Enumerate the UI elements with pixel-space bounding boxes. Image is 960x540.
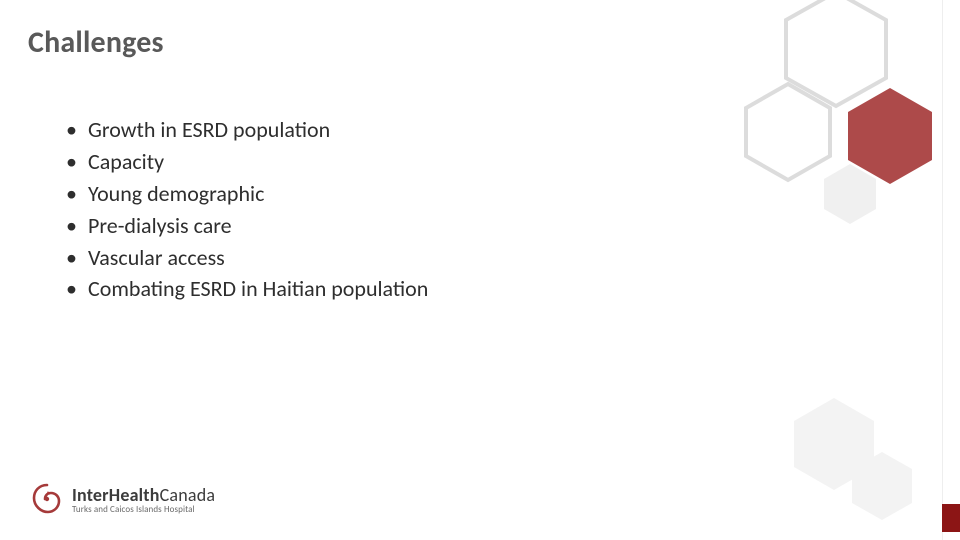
bullet-item: Capacity	[66, 146, 466, 178]
bullet-item: Combating ESRD in Haitian population	[66, 273, 466, 305]
brand-part2: Health	[109, 484, 160, 506]
brand-logo: InterHealthCanada Turks and Caicos Islan…	[30, 482, 215, 516]
slide: Challenges Growth in ESRD population Cap…	[0, 0, 960, 540]
hex-outline-icon	[746, 84, 830, 180]
slide-title: Challenges	[28, 24, 164, 61]
hex-decoration-bottom	[770, 392, 930, 532]
right-edge-strip	[942, 0, 960, 540]
bullet-item: Pre-dialysis care	[66, 210, 466, 242]
accent-block	[942, 504, 960, 532]
logo-mark-icon	[30, 482, 64, 516]
hex-accent-icon	[848, 88, 932, 184]
brand-subtitle: Turks and Caicos Islands Hospital	[72, 504, 215, 515]
brand-part3: Canada	[160, 484, 216, 506]
hex-decoration-top	[718, 0, 958, 232]
bullet-item: Young demographic	[66, 178, 466, 210]
hex-light-icon	[824, 164, 876, 224]
bullet-item: Growth in ESRD population	[66, 114, 466, 146]
bullet-item: Vascular access	[66, 242, 466, 274]
bullet-list: Growth in ESRD population Capacity Young…	[66, 114, 466, 305]
brand-part1: Inter	[72, 484, 109, 506]
logo-text: InterHealthCanada Turks and Caicos Islan…	[72, 484, 215, 515]
